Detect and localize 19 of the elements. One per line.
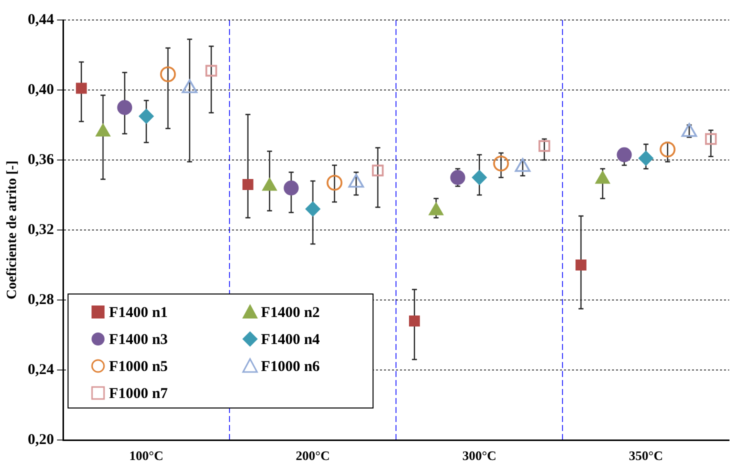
legend-label: F1400 n1	[109, 304, 168, 321]
y-tick-label: 0,24	[28, 362, 55, 378]
legend-label: F1400 n4	[261, 332, 320, 348]
y-tick-label: 0,28	[28, 292, 54, 308]
x-tick-label: 350°C	[628, 448, 663, 463]
x-tick-label: 100°C	[129, 448, 164, 463]
legend-label: F1400 n2	[261, 304, 320, 321]
y-tick-label: 0,32	[28, 222, 54, 238]
legend-label: F1000 n7	[109, 386, 168, 402]
y-tick-label: 0,36	[28, 152, 55, 168]
legend-label: F1000 n6	[261, 358, 320, 375]
legend-label: F1000 n5	[109, 358, 168, 375]
y-tick-label: 0,20	[28, 432, 54, 448]
x-tick-label: 200°C	[296, 448, 330, 463]
y-tick-label: 0,40	[28, 82, 54, 98]
legend-label: F1400 n3	[109, 332, 168, 348]
y-tick-label: 0,44	[28, 12, 55, 28]
x-tick-label: 300°C	[462, 448, 496, 463]
y-axis-title: Coeficiente de atrito [-]	[5, 160, 20, 300]
